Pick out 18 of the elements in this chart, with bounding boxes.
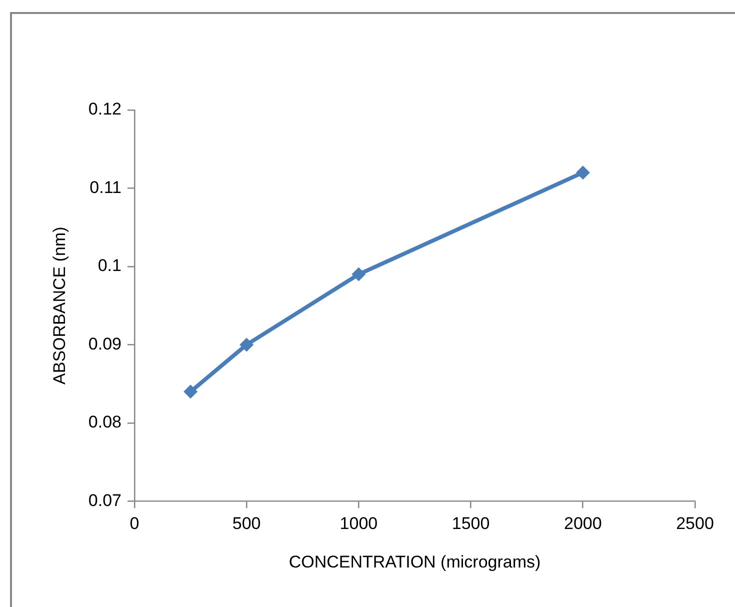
y-tick-label: 0.08 xyxy=(88,412,122,432)
x-tick-label: 1000 xyxy=(340,514,378,534)
point xyxy=(352,267,366,282)
x-tick-label: 1500 xyxy=(452,514,490,534)
y-tick-label: 0.1 xyxy=(98,256,122,276)
x-tick-label: 500 xyxy=(232,514,261,534)
y-axis-title: ABSORBANCE (nm) xyxy=(50,226,69,384)
x-axis-title: CONCENTRATION (micrograms) xyxy=(288,552,541,572)
point xyxy=(240,338,254,352)
x-tick-label: 0 xyxy=(130,514,140,534)
y-tick-label: 0.12 xyxy=(88,100,122,119)
y-tick-label: 0.09 xyxy=(88,334,122,354)
x-tick-label: 2500 xyxy=(676,514,714,534)
y-tick-label: 0.07 xyxy=(88,490,122,510)
point xyxy=(184,384,198,399)
x-tick-label: 2000 xyxy=(564,514,602,534)
point xyxy=(576,166,590,180)
y-tick-label: 0.11 xyxy=(90,178,122,197)
